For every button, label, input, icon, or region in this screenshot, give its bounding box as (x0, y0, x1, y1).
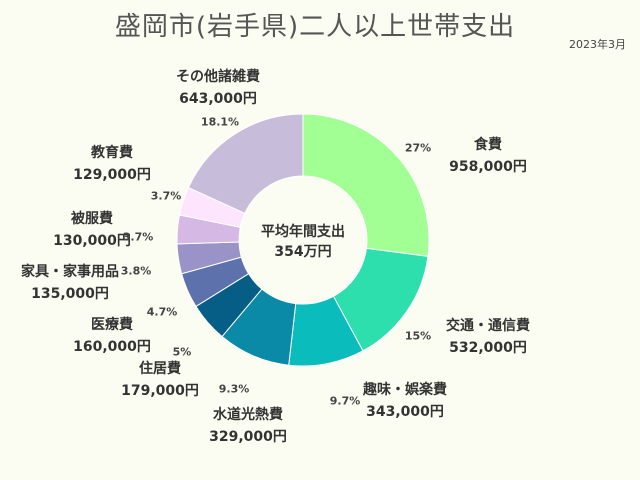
slice-percent-3: 9.3% (218, 382, 250, 396)
slice-amount: 532,000円 (449, 340, 527, 356)
slice-percent-4: 5% (172, 345, 192, 359)
slice-percent-7: 3.7% (122, 230, 154, 244)
slice-name: 医療費 (90, 317, 133, 333)
slice-amount: 179,000円 (121, 383, 199, 399)
slice-9 (187, 113, 304, 215)
slice-label-5: 医療費 160,000円 (73, 314, 151, 358)
slice-percent-2: 9.7% (329, 394, 361, 408)
slice-label-3: 水道光熱費 329,000円 (209, 404, 287, 448)
slice-label-6: 家具・家事用品 135,000円 (21, 261, 119, 305)
date-label: 2023年3月 (569, 38, 626, 51)
slice-amount: 329,000円 (209, 429, 287, 445)
slice-amount: 130,000円 (53, 233, 131, 249)
center-label: 平均年間支出 354万円 (241, 222, 365, 262)
slice-name: 被服費 (70, 211, 113, 227)
slice-name: 交通・通信費 (446, 318, 530, 334)
slice-name: 教育費 (90, 145, 133, 161)
slice-name: 食費 (473, 137, 502, 153)
slice-name: 趣味・娯楽費 (363, 382, 447, 398)
slice-percent-1: 15% (404, 329, 432, 343)
slice-name: 住居費 (138, 361, 181, 377)
center-label-line2: 354万円 (274, 244, 332, 260)
slice-percent-8: 3.7% (150, 189, 182, 203)
slice-name: 家具・家事用品 (21, 264, 119, 280)
slice-amount: 343,000円 (366, 404, 444, 420)
chart-title: 盛岡市(岩手県)二人以上世帯支出 (114, 12, 516, 42)
slice-name: 水道光熱費 (212, 407, 283, 423)
slice-label-0: 食費 958,000円 (449, 134, 527, 178)
slice-amount: 958,000円 (449, 159, 527, 175)
slice-percent-9: 18.1% (200, 115, 240, 129)
slice-percent-6: 3.8% (120, 264, 152, 278)
slice-name: その他諸雑費 (176, 69, 260, 85)
slice-label-7: 被服費 130,000円 (53, 208, 131, 252)
slice-percent-0: 27% (404, 141, 432, 155)
center-label-line1: 平均年間支出 (261, 224, 345, 240)
slice-amount: 135,000円 (31, 286, 109, 302)
slice-amount: 160,000円 (73, 339, 151, 355)
slice-label-1: 交通・通信費 532,000円 (446, 315, 530, 359)
slice-label-4: 住居費 179,000円 (121, 358, 199, 402)
slice-0 (302, 113, 430, 257)
slice-label-8: 教育費 129,000円 (73, 142, 151, 186)
slice-percent-5: 4.7% (146, 305, 178, 319)
slice-label-9: その他諸雑費 643,000円 (176, 66, 260, 110)
slice-label-2: 趣味・娯楽費 343,000円 (363, 379, 447, 423)
slice-amount: 643,000円 (179, 91, 257, 107)
slice-amount: 129,000円 (73, 167, 151, 183)
